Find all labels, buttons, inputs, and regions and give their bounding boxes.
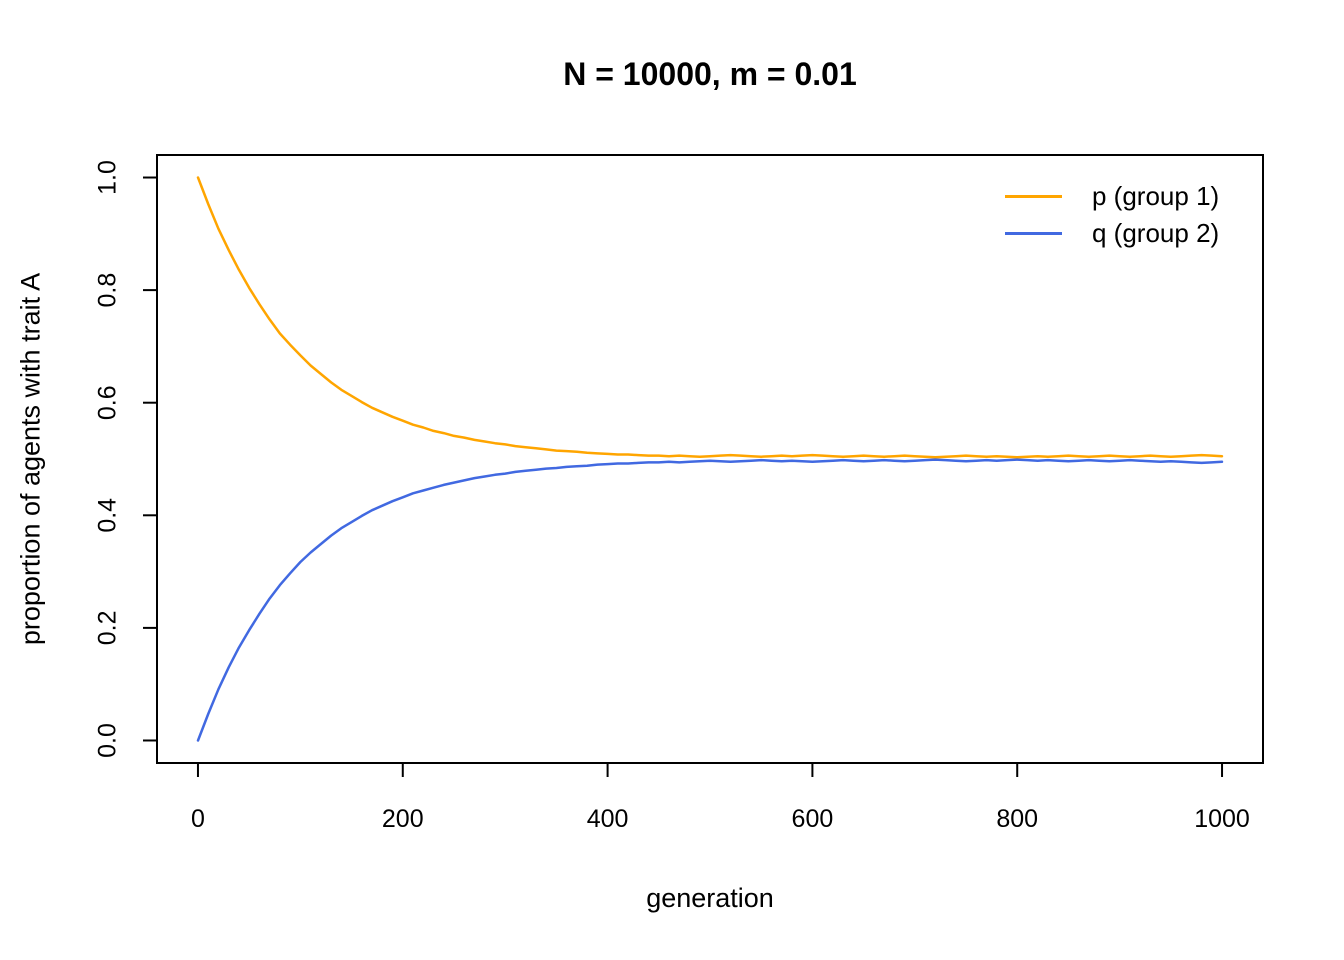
y-tick-label: 0.0 xyxy=(94,723,122,758)
series-curves xyxy=(196,176,1224,742)
y-tick-label: 0.6 xyxy=(94,385,122,420)
x-tick-label: 200 xyxy=(382,805,424,833)
y-tick-label: 0.4 xyxy=(94,498,122,533)
x-tick-label: 600 xyxy=(792,805,834,833)
x-tick-label: 400 xyxy=(587,805,629,833)
y-tick-label: 0.2 xyxy=(94,611,122,646)
x-tick-label: 1000 xyxy=(1194,805,1250,833)
x-axis-ticks: 0 200 400 600 800 1000 xyxy=(191,763,1250,833)
legend: p (group 1) q (group 2) xyxy=(1005,178,1219,252)
y-tick-label: 1.0 xyxy=(94,160,122,195)
y-axis-title: proportion of agents with trait A xyxy=(15,272,46,646)
legend-item-q: q (group 2) xyxy=(1005,215,1219,252)
series-curve-0 xyxy=(196,176,1224,459)
plot-border xyxy=(156,154,1264,764)
plot-border-group xyxy=(156,154,1264,764)
x-axis-title: generation xyxy=(646,883,774,913)
x-tick-label: 800 xyxy=(996,805,1038,833)
legend-line-q-icon xyxy=(1005,232,1062,235)
series-curve-1 xyxy=(196,458,1224,742)
legend-label-p: p (group 1) xyxy=(1092,181,1220,211)
legend-line-p-icon xyxy=(1005,195,1062,198)
legend-label-q: q (group 2) xyxy=(1092,218,1220,248)
x-tick-label: 0 xyxy=(191,805,205,833)
y-axis-ticks: 0.0 0.2 0.4 0.6 0.8 1.0 xyxy=(94,160,157,758)
legend-item-p: p (group 1) xyxy=(1005,178,1219,215)
chart-title: N = 10000, m = 0.01 xyxy=(563,56,857,92)
y-tick-label: 0.8 xyxy=(94,273,122,308)
